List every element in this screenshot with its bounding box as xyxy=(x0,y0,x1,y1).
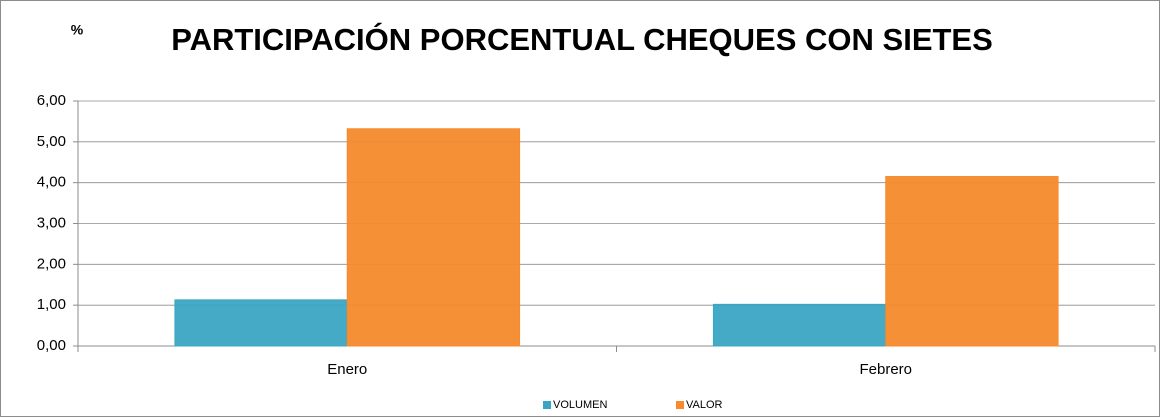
legend-label: VOLUMEN xyxy=(553,399,607,411)
bar xyxy=(712,303,887,347)
chart-title: PARTICIPACIÓN PORCENTUAL CHEQUES CON SIE… xyxy=(171,21,993,57)
legend-label: VALOR xyxy=(686,399,723,411)
y-axis-label: % xyxy=(71,22,84,38)
y-tick-label: 2,00 xyxy=(37,255,66,272)
bar xyxy=(885,176,1059,347)
y-tick-label: 5,00 xyxy=(37,133,66,150)
y-tick-label: 1,00 xyxy=(37,296,66,313)
x-tick-label: Febrero xyxy=(859,361,912,378)
legend-swatch xyxy=(676,401,684,409)
y-tick-label: 0,00 xyxy=(37,337,66,354)
bar xyxy=(174,299,348,347)
y-tick-label: 4,00 xyxy=(37,174,66,191)
legend-swatch xyxy=(543,401,551,409)
x-tick-label: Enero xyxy=(327,361,367,378)
bar xyxy=(346,128,521,347)
y-tick-label: 6,00 xyxy=(37,92,66,109)
y-tick-label: 3,00 xyxy=(37,214,66,231)
